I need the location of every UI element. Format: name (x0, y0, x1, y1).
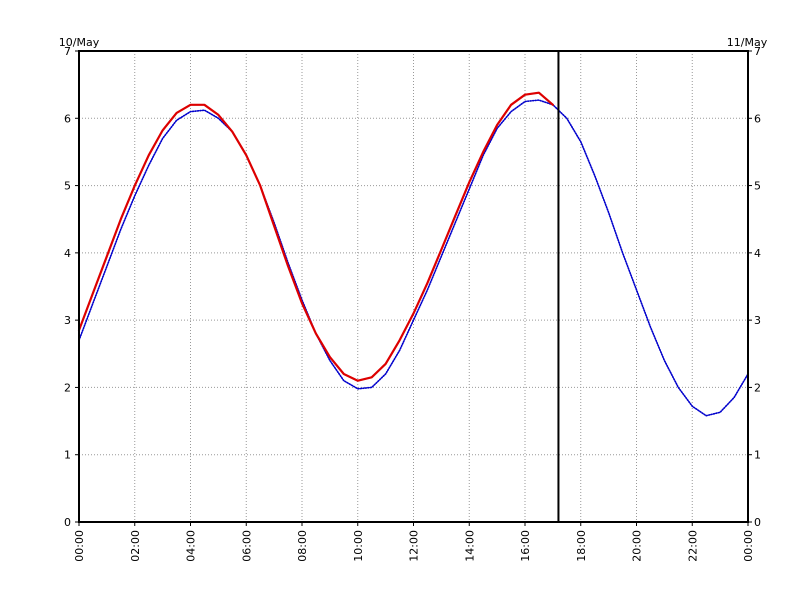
series-layer (77, 91, 749, 417)
y-tick-label-left: 1 (64, 449, 71, 462)
x-tick-label: 02:00 (129, 530, 142, 562)
series-line-1 (78, 99, 749, 417)
y-tick-label-right: 3 (754, 314, 761, 327)
series-line-2 (77, 91, 554, 382)
x-tick-label: 14:00 (463, 530, 476, 562)
x-tick-label: 04:00 (185, 530, 198, 562)
x-tick-label: 12:00 (408, 530, 421, 562)
y-tick-label-right: 0 (754, 516, 761, 529)
date-label-right: 11/May (727, 36, 768, 49)
x-tick-label: 08:00 (296, 530, 309, 562)
y-tick-label-left: 7 (64, 45, 71, 58)
x-tick-label: 00:00 (73, 530, 86, 562)
y-tick-label-right: 4 (754, 247, 761, 260)
x-tick-label: 16:00 (519, 530, 532, 562)
x-axis: 00:00 02:00 04:00 06:00 08:00 10:00 12:00 14:00… (73, 522, 755, 562)
y-tick-label-left: 2 (64, 381, 71, 394)
y-tick-label-right: 1 (754, 449, 761, 462)
y-tick-label-left: 5 (64, 180, 71, 193)
grid-lines (78, 50, 749, 523)
y-tick-label-left: 4 (64, 247, 71, 260)
y-axis-right: 0 1 2 3 4 5 6 7 (748, 45, 761, 529)
y-tick-label-right: 6 (754, 112, 761, 125)
y-tick-label-left: 0 (64, 516, 71, 529)
x-tick-label: 06:00 (240, 530, 253, 562)
x-tick-label: 22:00 (686, 530, 699, 562)
y-tick-label-right: 7 (754, 45, 761, 58)
y-tick-label-right: 5 (754, 180, 761, 193)
x-tick-label: 10:00 (352, 530, 365, 562)
y-axis-left: 0 1 2 3 4 5 6 7 (64, 45, 79, 529)
x-tick-label: 18:00 (575, 530, 588, 562)
date-label-left: 10/May (59, 36, 100, 49)
y-tick-label-left: 6 (64, 112, 71, 125)
y-tick-label-left: 3 (64, 314, 71, 327)
plot-frame (78, 50, 749, 523)
x-tick-label: 20:00 (631, 530, 644, 562)
x-tick-label: 00:00 (742, 530, 755, 562)
y-tick-label-right: 2 (754, 381, 761, 394)
